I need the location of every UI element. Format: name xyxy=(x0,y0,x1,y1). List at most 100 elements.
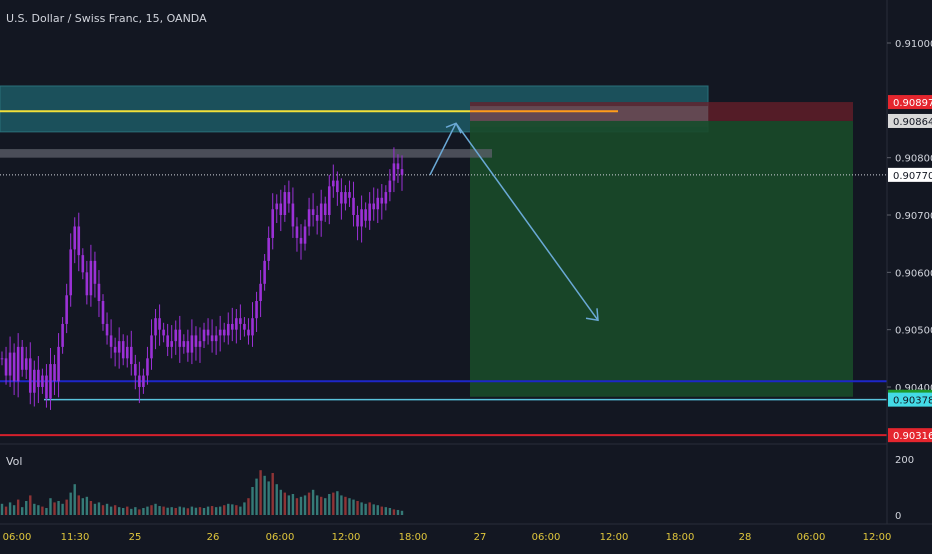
volume-bar xyxy=(336,491,339,515)
candle-body xyxy=(372,203,376,210)
volume-bar xyxy=(291,494,295,515)
candle-body xyxy=(255,301,258,319)
candle-body xyxy=(263,260,266,284)
volume-bar xyxy=(287,495,291,515)
candle-body xyxy=(202,329,206,342)
candle-body xyxy=(315,215,319,221)
volume-bar xyxy=(37,505,40,515)
candle-body xyxy=(20,346,24,370)
candle-body xyxy=(376,197,380,210)
candle-body xyxy=(77,226,81,256)
candle-body xyxy=(295,226,299,238)
candle-body xyxy=(57,346,60,382)
volume-bar xyxy=(315,495,319,515)
volume-bar xyxy=(130,508,133,515)
candle-body xyxy=(348,192,351,198)
volume-bar xyxy=(190,506,194,515)
volume-bar xyxy=(49,498,52,515)
stop-loss-zone xyxy=(470,102,853,121)
volume-bar xyxy=(113,505,117,515)
candle-body xyxy=(166,335,169,347)
candle-body xyxy=(235,318,238,330)
volume-bar xyxy=(340,495,343,515)
volume-bar xyxy=(85,496,89,515)
volume-label: Vol xyxy=(6,455,22,468)
candle-body xyxy=(291,203,295,227)
candles-layer xyxy=(0,147,404,410)
price-tags: 0.908970.908640.907700.903830.903780.903… xyxy=(888,95,932,443)
volume-bar xyxy=(218,506,222,515)
time-tick-label: 06:00 xyxy=(266,532,295,543)
candle-body xyxy=(16,346,20,382)
candle-body xyxy=(170,341,173,347)
candle-body xyxy=(380,197,384,204)
candle-body xyxy=(150,335,153,359)
candle-body xyxy=(340,192,343,204)
volume-bar xyxy=(376,505,379,515)
price-tag-label: 0.90770 xyxy=(893,171,932,182)
price-tag-box xyxy=(888,392,932,407)
volume-bar xyxy=(299,496,303,515)
price-tag-label: 0.90897 xyxy=(893,98,932,109)
candle-body xyxy=(85,272,89,296)
candle-body xyxy=(45,375,48,399)
candle-body xyxy=(299,237,303,244)
price-tag-label: 0.90316 xyxy=(893,431,932,442)
time-axis[interactable]: 06:00 11:30 25 26 06:00 12:00 18:00 27 06:00 12:0… xyxy=(3,532,892,543)
volume-bar xyxy=(396,509,400,515)
candle-body xyxy=(231,323,234,330)
candle-body xyxy=(303,226,307,244)
candle-body xyxy=(400,169,404,175)
candle-body xyxy=(93,260,97,284)
volume-bar xyxy=(356,501,359,515)
profit-target-zone xyxy=(470,120,853,397)
candle-body xyxy=(113,346,117,353)
volume-bar xyxy=(380,506,383,515)
time-tick-label: 26 xyxy=(207,532,220,543)
volume-bar xyxy=(372,504,375,515)
volume-bar xyxy=(77,495,80,515)
annotation-layer xyxy=(429,122,599,322)
candle-body xyxy=(239,318,242,324)
volume-bar xyxy=(235,505,238,515)
candle-body xyxy=(117,341,121,353)
candle-body xyxy=(49,364,52,399)
price-tag-box xyxy=(888,167,932,182)
volume-bar xyxy=(198,507,202,515)
volume-bar xyxy=(239,506,242,515)
candle-body xyxy=(356,215,359,227)
volume-bar xyxy=(166,507,169,515)
candle-body xyxy=(287,192,291,204)
price-tag-box xyxy=(888,113,932,128)
candle-body xyxy=(138,375,141,387)
volume-bar xyxy=(122,508,125,515)
volume-bar xyxy=(57,501,60,515)
price-tag-box xyxy=(888,95,932,110)
volume-bar xyxy=(352,499,355,515)
candle-body xyxy=(146,358,149,376)
arrow-up-line xyxy=(429,122,457,176)
candle-body xyxy=(352,197,355,215)
candle-body xyxy=(89,260,93,296)
candle-body xyxy=(360,209,363,227)
volume-bar xyxy=(29,495,32,515)
candle-body xyxy=(194,335,198,347)
volume-bar xyxy=(388,508,392,515)
volume-bar xyxy=(158,506,161,515)
price-tag-label: 0.90864 xyxy=(893,117,932,128)
volume-bar xyxy=(202,508,206,515)
volume-bar xyxy=(360,502,363,515)
volume-bar xyxy=(271,473,274,515)
time-tick-label: 27 xyxy=(474,532,487,543)
volume-bar xyxy=(332,492,335,515)
chart-title: U.S. Dollar / Swiss Franc, 15, OANDA xyxy=(6,12,207,25)
volume-bar xyxy=(344,496,347,515)
time-tick-label: 06:00 xyxy=(797,532,826,543)
candle-body xyxy=(336,180,339,193)
candle-body xyxy=(105,323,109,336)
volume-bar xyxy=(81,498,85,515)
